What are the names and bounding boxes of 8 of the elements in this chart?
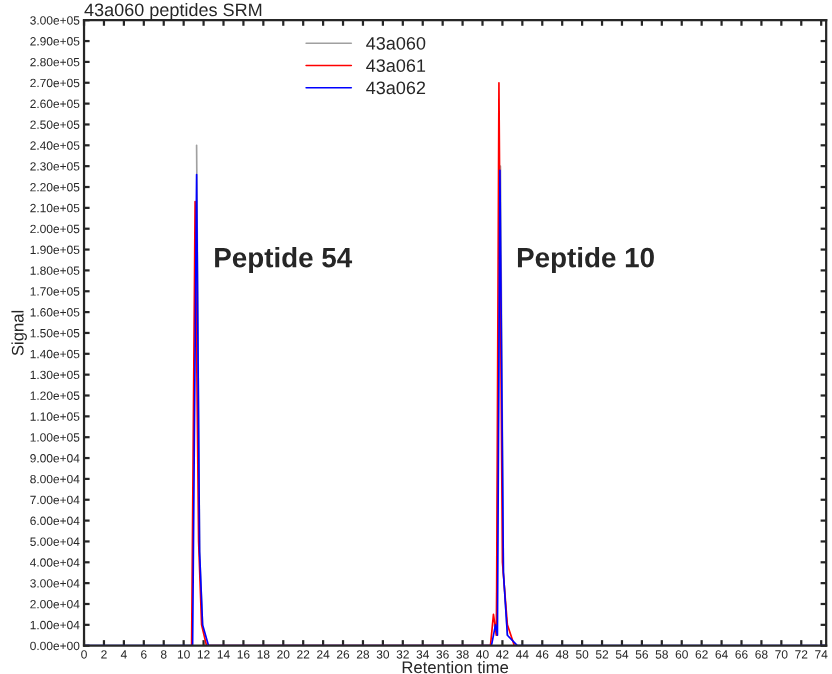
annotation: Peptide 54 — [215, 247, 353, 273]
legend-label: 43a062 — [366, 81, 426, 95]
annotation: Peptide 10 — [517, 247, 654, 273]
y-axis-title: Signal — [11, 310, 27, 356]
x-axis-title: Retention time — [402, 660, 509, 674]
legend-label: 43a061 — [366, 59, 426, 72]
chart-title: 43a060 peptides SRM — [84, 2, 262, 20]
legend-label: 43a060 — [366, 36, 426, 50]
